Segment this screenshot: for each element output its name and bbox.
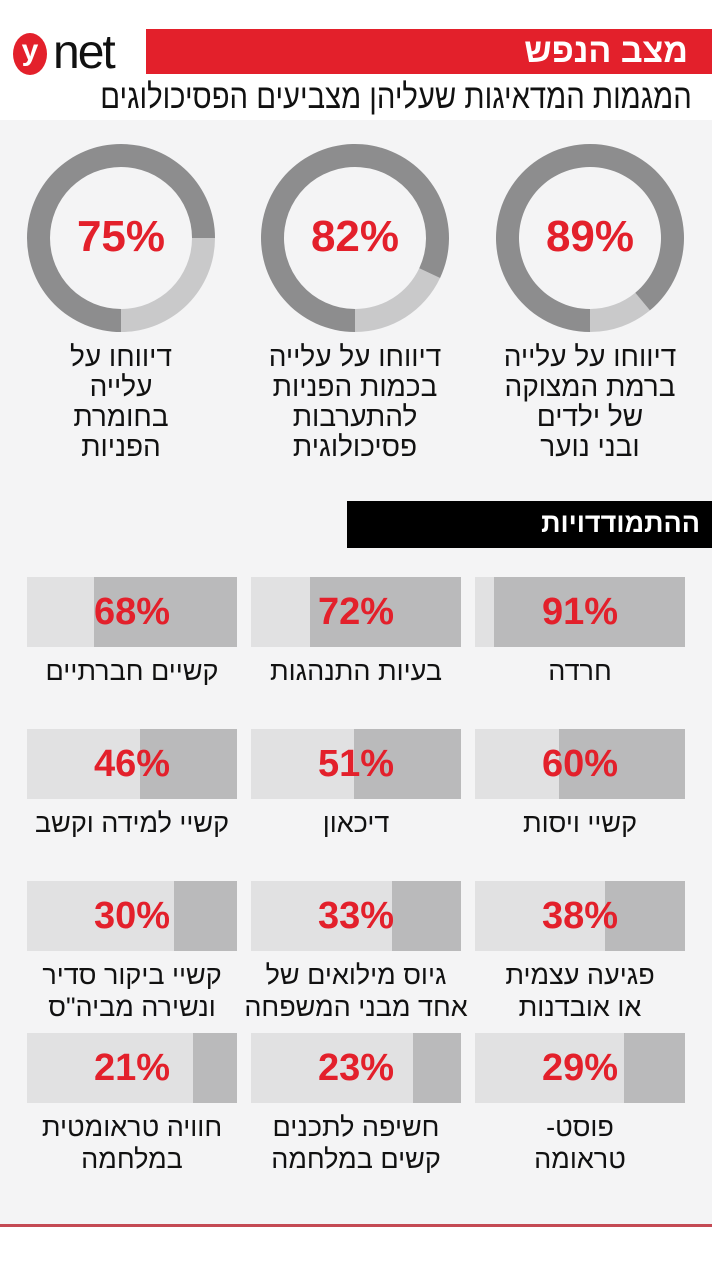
bar-value: 38%: [541, 895, 619, 937]
section-title: מצב הנפש: [524, 32, 688, 70]
bar-value: 46%: [93, 743, 171, 785]
bar-label: קשיי ביקור סדיר ונשירה מביה"ס: [42, 960, 222, 1022]
donut-value: 89%: [545, 212, 635, 261]
logo-net-text: net: [53, 26, 116, 79]
donut-remaining-segment: [355, 268, 441, 332]
section-header: מצב הנפש: [146, 29, 712, 74]
ynet-logo: y net: [13, 26, 149, 79]
bar: 23%: [251, 1033, 461, 1103]
bar: 30%: [27, 881, 237, 951]
bar: 68%: [27, 577, 237, 647]
bar-value: 72%: [317, 591, 395, 633]
donut-remaining-segment: [590, 292, 650, 332]
bar-fill: [559, 729, 685, 799]
donut-remaining-segment: [121, 238, 215, 332]
bar: 38%: [475, 881, 685, 951]
bar-value: 29%: [541, 1047, 619, 1089]
donut-chart: 89%: [492, 140, 688, 336]
bar: 33%: [251, 881, 461, 951]
bar: 46%: [27, 729, 237, 799]
section-bar-title: ההתמודדויות: [541, 508, 700, 538]
bar: 29%: [475, 1033, 685, 1103]
bar-fill: [192, 1033, 237, 1103]
logo-y-circle: y: [13, 33, 47, 75]
bar-fill: [624, 1033, 685, 1103]
bar-label: קשיים חברתיים: [45, 656, 219, 686]
bar-label: חרדה: [548, 656, 612, 686]
bar-label: קשיי ויסות: [522, 808, 638, 838]
bar-fill: [391, 881, 461, 951]
bar-fill: [94, 577, 237, 647]
donut-svg: [27, 144, 215, 332]
donut-chart: 82%: [257, 140, 453, 336]
donut-value: 75%: [76, 212, 166, 261]
bar-value: 51%: [317, 743, 395, 785]
bar-label: בעיות התנהגות: [270, 656, 442, 686]
donut-label: דיווחו על עלייה בכמות הפניות להתערבות פס…: [268, 341, 442, 462]
bar-label: חוויה טראומטית במלחמה: [41, 1112, 223, 1174]
bar: 91%: [475, 577, 685, 647]
donut-label: דיווחו על עלייה ברמת המצוקה של ילדים ובנ…: [503, 341, 677, 462]
bar-label: קשיי למידה וקשב: [34, 808, 230, 838]
bar-fill: [605, 881, 685, 951]
bar-fill: [309, 577, 461, 647]
bar-label: פגיעה עצמית או אובדנות: [505, 960, 655, 1022]
section-bar: ההתמודדויות: [347, 501, 712, 548]
bottom-divider: [0, 1224, 712, 1227]
donut-svg: [261, 144, 449, 332]
bar: 51%: [251, 729, 461, 799]
bar-value: 68%: [93, 591, 171, 633]
donut-label: דיווחו על עלייה בחומרת הפניות: [70, 341, 172, 462]
bar-fill: [174, 881, 237, 951]
bar-value: 23%: [317, 1047, 395, 1089]
bar-fill: [140, 729, 237, 799]
donut-chart: 75%: [23, 140, 219, 336]
donut-svg: [496, 144, 684, 332]
bar-value: 91%: [541, 591, 619, 633]
bar-label: חשיפה לתכנים קשים במלחמה: [271, 1112, 441, 1174]
bar-fill: [353, 729, 461, 799]
bar-value: 30%: [93, 895, 171, 937]
bar-value: 60%: [541, 743, 619, 785]
bar-label: פוסט- טראומה: [534, 1112, 626, 1174]
bar: 60%: [475, 729, 685, 799]
bar-label: דיכאון: [322, 808, 390, 838]
donut-value: 82%: [310, 212, 400, 261]
page-title: המגמות המדאיגות שעליהן מצביעים הפסיכולוג…: [100, 78, 692, 116]
bar-label: גיוס מילואים של אחד מבני המשפחה: [244, 960, 468, 1022]
bar: 72%: [251, 577, 461, 647]
bar-value: 33%: [317, 895, 395, 937]
bar: 21%: [27, 1033, 237, 1103]
bar-fill: [493, 577, 685, 647]
bar-value: 21%: [93, 1047, 171, 1089]
bar-fill: [412, 1033, 461, 1103]
